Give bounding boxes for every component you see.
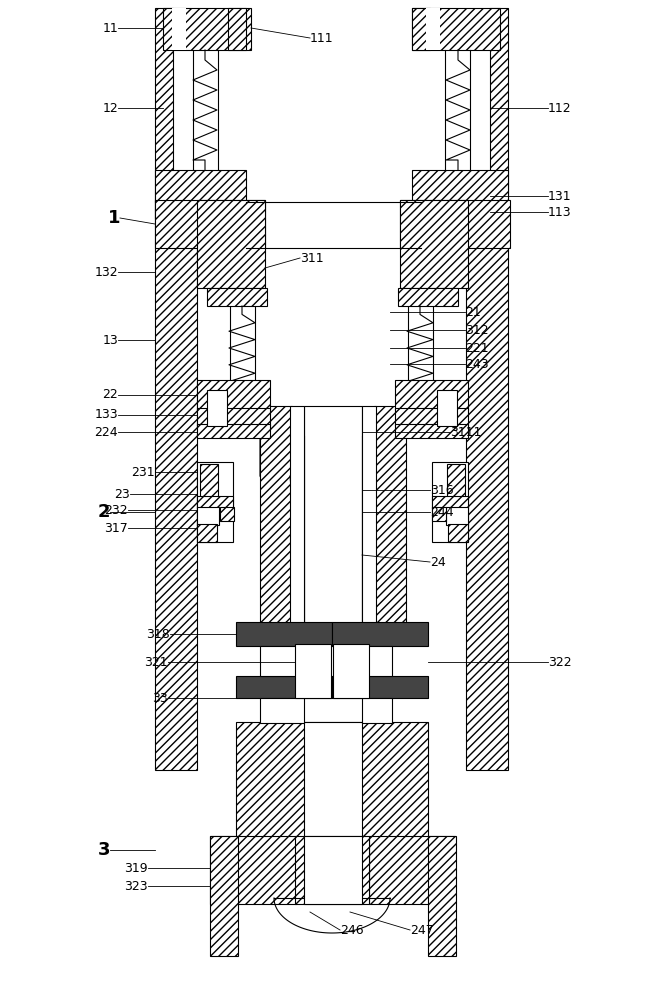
Text: 132: 132	[94, 265, 118, 278]
Bar	[400, 200, 468, 288]
Bar	[432, 507, 446, 521]
Text: 24: 24	[430, 556, 446, 568]
Bar	[448, 524, 468, 542]
Bar	[163, 8, 251, 50]
Bar	[437, 390, 457, 426]
Text: 3: 3	[97, 841, 110, 859]
Text: 231: 231	[131, 466, 155, 479]
Text: 244: 244	[430, 506, 453, 518]
Bar	[155, 200, 265, 248]
Bar	[155, 8, 173, 218]
Text: 319: 319	[125, 861, 148, 874]
Bar	[333, 644, 369, 698]
Bar	[228, 8, 246, 50]
Text: 23: 23	[114, 488, 130, 500]
Bar	[362, 698, 392, 723]
Text: 323: 323	[125, 880, 148, 892]
Bar	[197, 496, 233, 508]
Bar	[428, 836, 456, 956]
Text: 111: 111	[310, 31, 333, 44]
Bar	[236, 676, 332, 698]
Bar	[395, 424, 468, 438]
Bar	[236, 722, 428, 840]
Text: 133: 133	[94, 408, 118, 422]
Bar	[295, 836, 369, 904]
Bar	[260, 646, 304, 676]
Text: 316: 316	[430, 484, 453, 496]
Text: 243: 243	[465, 358, 489, 370]
Bar	[236, 622, 332, 646]
Bar	[197, 200, 265, 288]
Bar	[197, 524, 217, 542]
Bar	[172, 8, 186, 50]
Bar	[432, 462, 468, 542]
Bar	[200, 464, 218, 498]
Text: 33: 33	[152, 692, 168, 704]
Bar	[220, 507, 234, 521]
Bar	[207, 288, 267, 306]
Bar	[332, 676, 428, 698]
Bar	[369, 836, 455, 904]
Text: 13: 13	[102, 334, 118, 347]
Polygon shape	[260, 436, 406, 636]
Text: 131: 131	[548, 190, 572, 202]
Bar	[412, 170, 508, 202]
Bar	[197, 462, 233, 542]
Text: 22: 22	[102, 388, 118, 401]
Bar	[398, 288, 458, 306]
Bar	[395, 408, 468, 426]
Text: 221: 221	[465, 342, 489, 355]
Text: 246: 246	[340, 924, 363, 936]
Text: 2: 2	[97, 503, 110, 521]
Bar	[400, 200, 510, 248]
Bar	[207, 390, 227, 426]
Bar	[395, 380, 468, 410]
Bar	[197, 424, 270, 438]
Bar	[426, 8, 440, 50]
Text: 318: 318	[147, 628, 170, 641]
Bar	[362, 646, 392, 676]
Text: 232: 232	[104, 504, 128, 516]
Text: 11: 11	[102, 21, 118, 34]
Bar	[304, 406, 362, 636]
Text: 322: 322	[548, 656, 572, 668]
Text: 224: 224	[94, 426, 118, 438]
Bar	[446, 507, 468, 525]
Bar	[304, 722, 362, 840]
Text: 317: 317	[104, 522, 128, 534]
Text: 21: 21	[465, 306, 481, 318]
Bar	[210, 836, 238, 956]
Bar	[155, 170, 246, 202]
Bar	[432, 496, 468, 508]
Text: 3111: 3111	[450, 426, 481, 438]
Bar	[295, 644, 331, 698]
Bar	[260, 406, 292, 636]
Bar	[447, 464, 465, 498]
Text: 12: 12	[102, 102, 118, 114]
Text: 312: 312	[465, 324, 489, 336]
Bar	[374, 406, 406, 636]
Text: 113: 113	[548, 206, 572, 219]
Bar	[197, 380, 270, 410]
Text: 1: 1	[107, 209, 120, 227]
Bar	[155, 200, 197, 770]
Bar	[412, 8, 500, 50]
Bar	[197, 507, 219, 525]
Bar	[210, 836, 296, 904]
Bar	[197, 408, 270, 426]
Text: 112: 112	[548, 102, 572, 114]
Bar	[304, 836, 362, 904]
Bar	[362, 406, 376, 636]
Text: 311: 311	[300, 251, 324, 264]
Bar	[490, 8, 508, 218]
Bar	[412, 8, 430, 50]
Text: 247: 247	[410, 924, 434, 936]
Bar	[260, 698, 304, 723]
Bar	[332, 622, 428, 646]
Bar	[466, 200, 508, 770]
Bar	[290, 406, 304, 636]
Text: 321: 321	[145, 656, 168, 668]
